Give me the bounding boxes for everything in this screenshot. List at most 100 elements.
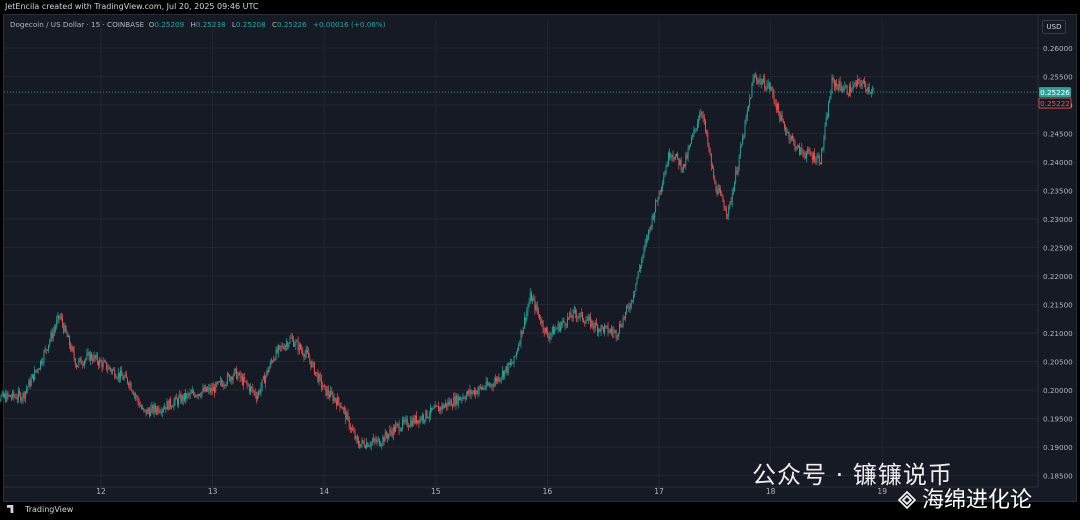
candle-body bbox=[121, 370, 123, 376]
candle-body bbox=[818, 155, 820, 163]
candle-body bbox=[782, 120, 784, 123]
candle-body bbox=[452, 405, 453, 407]
candle-body bbox=[637, 271, 639, 279]
candle-body bbox=[720, 189, 722, 194]
tradingview-logo-text: TradingView bbox=[25, 505, 74, 514]
candle-body bbox=[780, 114, 782, 121]
candle-body bbox=[508, 362, 510, 365]
symbol-legend[interactable]: Dogecoin / US Dollar · 15 · COINBASE O0.… bbox=[10, 20, 390, 29]
candle-body bbox=[493, 382, 495, 387]
candle-body bbox=[817, 155, 819, 158]
candle-body bbox=[618, 332, 619, 337]
candle-body bbox=[64, 325, 66, 332]
candle-body bbox=[318, 374, 320, 382]
candle-body bbox=[333, 397, 335, 402]
candle-body bbox=[836, 83, 838, 86]
candle-body bbox=[564, 322, 566, 326]
candle-body bbox=[825, 116, 827, 126]
currency-button[interactable]: USD bbox=[1042, 20, 1066, 34]
chart-frame[interactable] bbox=[3, 14, 1077, 502]
candle-body bbox=[484, 388, 486, 389]
candle-body bbox=[23, 392, 25, 399]
candle-body bbox=[731, 193, 733, 203]
candle-body bbox=[631, 300, 633, 302]
candle-body bbox=[130, 383, 132, 391]
candle-body bbox=[559, 325, 561, 331]
candle-body bbox=[300, 344, 301, 350]
candle-body bbox=[575, 309, 576, 314]
candle-body bbox=[745, 117, 747, 122]
candle-body bbox=[424, 419, 426, 421]
candle-body bbox=[605, 325, 607, 327]
candle-body bbox=[303, 354, 305, 358]
candle-body bbox=[738, 155, 740, 168]
candle-body bbox=[765, 88, 767, 90]
candle-body bbox=[329, 394, 330, 397]
candle-body bbox=[241, 376, 243, 385]
candle-body bbox=[19, 391, 21, 394]
candle-body bbox=[0, 395, 2, 401]
candle-body bbox=[636, 278, 638, 284]
candle-body bbox=[24, 391, 26, 399]
candle-body bbox=[65, 325, 67, 333]
candle-body bbox=[671, 155, 673, 156]
candle-body bbox=[421, 415, 423, 420]
candle-body bbox=[207, 389, 209, 392]
candle-body bbox=[37, 369, 39, 371]
symbol-name[interactable]: Dogecoin / US Dollar · 15 · COINBASE bbox=[10, 20, 145, 29]
candle-body bbox=[674, 156, 676, 160]
candle-body bbox=[756, 76, 758, 81]
candle-body bbox=[844, 86, 846, 90]
candle-body bbox=[468, 390, 470, 395]
candle-body bbox=[293, 338, 294, 347]
candle-body bbox=[290, 337, 292, 339]
candle-body bbox=[20, 393, 22, 401]
candle-body bbox=[6, 393, 8, 402]
candle-body bbox=[340, 407, 342, 408]
candle-body bbox=[100, 359, 102, 362]
candle-body bbox=[82, 364, 84, 366]
candle-body bbox=[101, 361, 103, 368]
tradingview-logo[interactable]: TradingView bbox=[7, 505, 73, 514]
candle-body bbox=[157, 407, 159, 413]
candle-body bbox=[597, 325, 599, 333]
candle-body bbox=[727, 214, 729, 216]
candle-body bbox=[549, 335, 551, 339]
candle-body bbox=[635, 283, 637, 291]
candle-body bbox=[624, 312, 626, 318]
candle-body bbox=[725, 210, 727, 215]
candle-body bbox=[45, 348, 47, 350]
candle-body bbox=[261, 379, 263, 388]
candle-body bbox=[858, 79, 860, 81]
candle-body bbox=[703, 117, 705, 121]
candle-body bbox=[835, 83, 836, 87]
candle-body bbox=[721, 193, 723, 196]
candle-body bbox=[527, 306, 529, 312]
candle-body bbox=[472, 390, 474, 393]
candle-body bbox=[847, 93, 849, 96]
candle-body bbox=[810, 154, 812, 156]
candle-body bbox=[500, 377, 502, 380]
candle-body bbox=[448, 401, 450, 405]
candle-body bbox=[457, 396, 459, 405]
candle-body bbox=[459, 396, 460, 400]
candle-body bbox=[717, 188, 719, 195]
candle-body bbox=[71, 346, 73, 351]
candle-body bbox=[749, 99, 751, 106]
candle-body bbox=[553, 327, 554, 335]
candle-body bbox=[144, 409, 146, 411]
watermark-account: 公众号 · 镰镰说币 bbox=[752, 461, 953, 489]
candle-body bbox=[50, 332, 52, 341]
candle-body bbox=[38, 368, 40, 370]
candle-body bbox=[355, 436, 357, 439]
candle-body bbox=[168, 398, 170, 410]
candle-body bbox=[137, 396, 139, 402]
candle-body bbox=[332, 393, 334, 402]
candle-body bbox=[233, 369, 235, 376]
candle-body bbox=[118, 372, 120, 379]
candle-body bbox=[860, 83, 862, 87]
candle-body bbox=[590, 317, 592, 327]
candle-body bbox=[400, 428, 402, 431]
candle-body bbox=[342, 408, 344, 410]
